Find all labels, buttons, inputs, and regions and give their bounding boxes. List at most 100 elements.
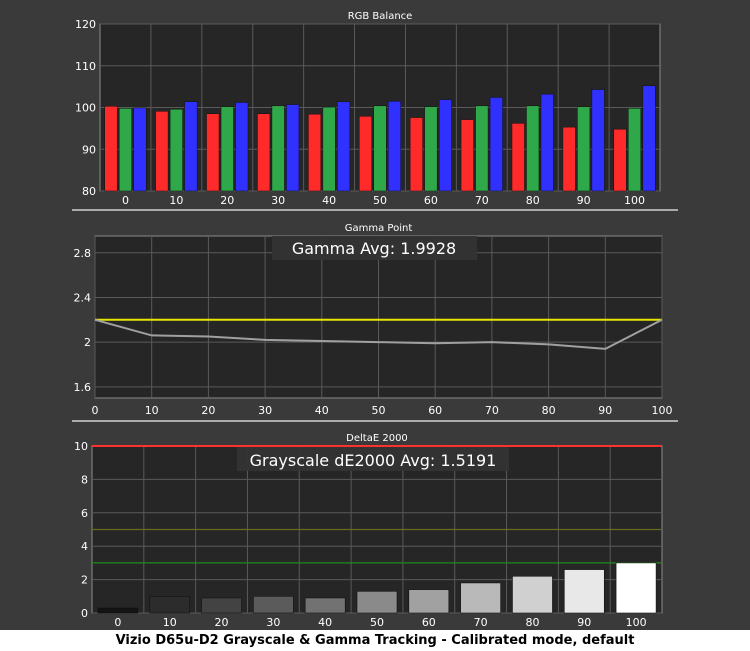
bar-red xyxy=(511,123,525,192)
bar-red xyxy=(562,126,576,192)
rgb-xtick-label: 50 xyxy=(373,194,387,207)
bar-red xyxy=(460,119,474,192)
bar-blue xyxy=(337,101,351,192)
bar-red xyxy=(308,113,322,192)
chart-title: RGB Balance xyxy=(348,11,413,22)
bar-red xyxy=(409,117,423,192)
de-xtick-label: 40 xyxy=(318,616,332,629)
rgb-xtick-label: 70 xyxy=(475,194,489,207)
de-ytick-label: 0 xyxy=(81,607,88,620)
bar-blue xyxy=(540,93,554,192)
de-xtick-label: 60 xyxy=(422,616,436,629)
delta-bar xyxy=(563,569,605,614)
de-ytick-label: 10 xyxy=(74,440,88,453)
rgb-ytick-label: 90 xyxy=(82,143,96,156)
bar-green xyxy=(373,105,387,192)
de-xtick-label: 30 xyxy=(266,616,280,629)
rgb-ytick-label: 110 xyxy=(75,60,96,73)
bar-green xyxy=(526,105,540,192)
gamma-series-line xyxy=(94,318,663,350)
bar-red xyxy=(206,113,220,192)
bar-blue xyxy=(133,107,147,192)
bar-red xyxy=(613,128,627,192)
gamma-xtick-label: 80 xyxy=(542,404,556,417)
bar-green xyxy=(169,108,183,192)
rgb-xtick-label: 40 xyxy=(322,194,336,207)
bar-green xyxy=(271,105,285,192)
rgb-xtick-label: 90 xyxy=(577,194,591,207)
rgb-ytick-label: 120 xyxy=(75,18,96,31)
bar-red xyxy=(155,111,169,192)
bar-green xyxy=(322,106,336,192)
delta-bar xyxy=(149,595,191,614)
gamma-xtick-label: 0 xyxy=(92,404,99,417)
de-ytick-label: 4 xyxy=(81,540,88,553)
bar-green xyxy=(220,106,234,192)
bar-green xyxy=(424,106,438,192)
de-xtick-label: 100 xyxy=(626,616,647,629)
bar-green xyxy=(475,105,489,192)
gamma-average-label: Gamma Avg: 1.9928 xyxy=(292,239,456,258)
de-xtick-label: 0 xyxy=(114,616,121,629)
rgb-xtick-label: 0 xyxy=(122,194,129,207)
rgb-xtick-label: 10 xyxy=(169,194,183,207)
gamma-ytick-label: 2.8 xyxy=(74,247,92,260)
bar-blue xyxy=(235,102,249,192)
gamma-xtick-label: 30 xyxy=(258,404,272,417)
delta-bar xyxy=(201,597,242,614)
bar-blue xyxy=(489,97,503,192)
gamma-xtick-label: 70 xyxy=(485,404,499,417)
delta-bar xyxy=(253,595,294,614)
delta-bar xyxy=(356,590,398,614)
chart-caption: Vizio D65u-D2 Grayscale & Gamma Tracking… xyxy=(0,630,750,651)
chart-title: Gamma Point xyxy=(345,223,413,234)
bar-blue xyxy=(642,85,656,192)
delta-bar xyxy=(408,589,450,614)
rgb-xtick-label: 20 xyxy=(220,194,234,207)
annotation-box xyxy=(272,236,477,260)
de-xtick-label: 70 xyxy=(474,616,488,629)
de-ytick-label: 2 xyxy=(81,574,88,587)
rgb-xtick-label: 100 xyxy=(624,194,645,207)
delta-bar xyxy=(615,562,657,614)
gamma-xtick-label: 50 xyxy=(372,404,386,417)
de-xtick-label: 80 xyxy=(525,616,539,629)
gamma-xtick-label: 100 xyxy=(652,404,673,417)
bar-green xyxy=(628,108,642,192)
delta-bar xyxy=(97,607,139,614)
de-xtick-label: 90 xyxy=(577,616,591,629)
chart-title: DeltaE 2000 xyxy=(346,433,408,444)
rgb-xtick-label: 60 xyxy=(424,194,438,207)
gamma-ytick-label: 2 xyxy=(84,336,91,349)
rgb-ytick-label: 80 xyxy=(82,185,96,198)
bar-green xyxy=(118,108,132,192)
gamma-xtick-label: 10 xyxy=(145,404,159,417)
delta-bar xyxy=(460,582,501,614)
gamma-ytick-label: 2.4 xyxy=(74,291,92,304)
bar-blue xyxy=(286,104,300,192)
rgb-xtick-label: 80 xyxy=(526,194,540,207)
rgb-ytick-label: 100 xyxy=(75,102,96,115)
de-average-label: Grayscale dE2000 Avg: 1.5191 xyxy=(250,451,497,470)
de-xtick-label: 20 xyxy=(215,616,229,629)
de-xtick-label: 50 xyxy=(370,616,384,629)
gamma-xtick-label: 20 xyxy=(201,404,215,417)
bar-blue xyxy=(388,100,401,192)
bar-red xyxy=(257,113,271,192)
annotation-box xyxy=(237,447,509,471)
bar-blue xyxy=(591,89,605,192)
de-ytick-label: 6 xyxy=(81,507,88,520)
bar-red xyxy=(359,116,372,192)
delta-bar xyxy=(512,575,553,614)
de-xtick-label: 10 xyxy=(163,616,177,629)
bar-blue xyxy=(438,99,452,192)
bar-red xyxy=(104,105,118,192)
rgb-xtick-label: 30 xyxy=(271,194,285,207)
delta-bar xyxy=(304,597,346,614)
gamma-xtick-label: 90 xyxy=(598,404,612,417)
de-ytick-label: 8 xyxy=(81,473,88,486)
bar-blue xyxy=(184,101,198,192)
gamma-ytick-label: 1.6 xyxy=(74,381,92,394)
gamma-xtick-label: 40 xyxy=(315,404,329,417)
